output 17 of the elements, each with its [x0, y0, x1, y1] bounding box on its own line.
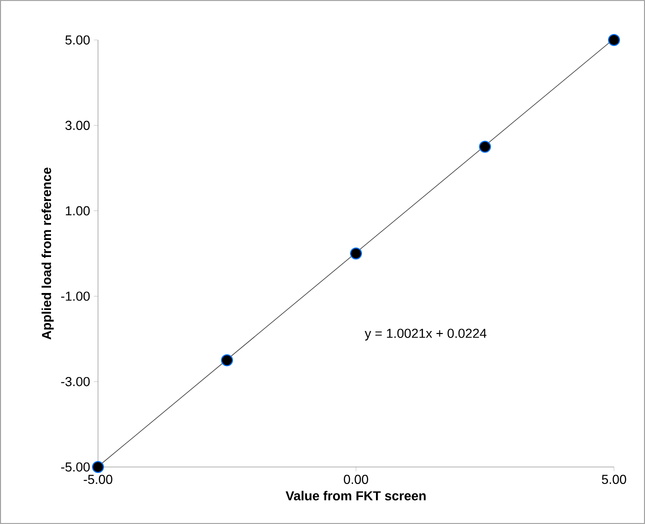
x-tick-label: -5.00 — [84, 474, 112, 484]
point — [350, 247, 362, 260]
y-tick-label: -1.00 — [61, 292, 90, 301]
y-tick-label: -5.00 — [61, 462, 90, 472]
x-axis-title: Value from FKT screen — [286, 490, 426, 500]
y-axis-title: Applied load from reference — [42, 168, 54, 340]
annotation: y = 1.0021x + 0.0224 — [364, 328, 486, 341]
x-tick-label: 0.00 — [344, 474, 368, 484]
x-tick-label: 5.00 — [602, 474, 626, 484]
point — [221, 354, 234, 366]
y-tick-label: -3.00 — [61, 376, 90, 386]
point — [479, 140, 492, 153]
y-tick-label: 5.00 — [65, 35, 90, 45]
y-tick-label: 3.00 — [65, 120, 90, 130]
point — [92, 460, 104, 473]
y-tick-label: 1.00 — [66, 206, 90, 216]
point — [608, 34, 620, 46]
